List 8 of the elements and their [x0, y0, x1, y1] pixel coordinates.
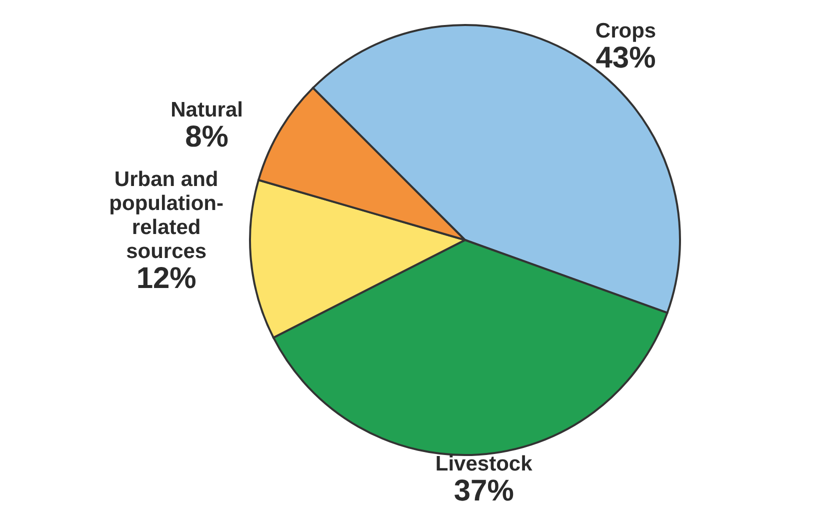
data-label: 8%	[185, 120, 228, 154]
data-label: 43%	[596, 42, 656, 75]
slice-label: Natural	[170, 98, 243, 122]
slice-label: Livestock	[435, 452, 533, 476]
data-label: 37%	[454, 474, 514, 508]
slice-label: Crops	[595, 20, 656, 43]
data-label: 12%	[136, 262, 196, 296]
slice-label: Urban and population-related sources	[109, 168, 224, 264]
